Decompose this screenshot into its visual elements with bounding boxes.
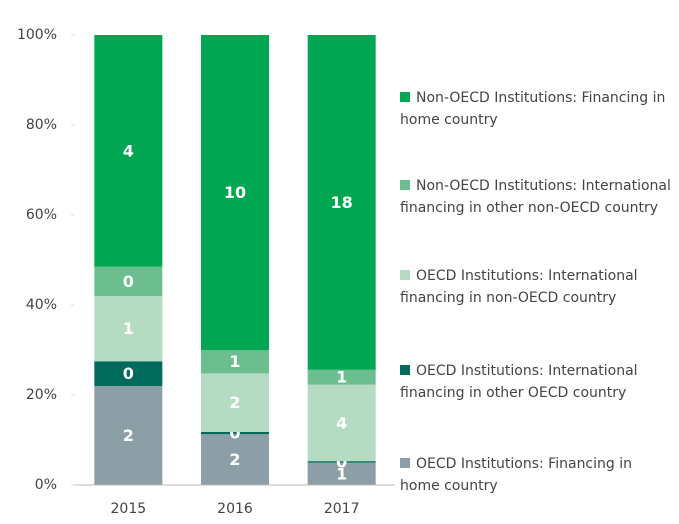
bar-segment xyxy=(201,434,269,485)
legend-label: Non-OECD Institutions: Financing in home… xyxy=(400,90,666,128)
bar-segment xyxy=(94,266,163,296)
bar-segment xyxy=(201,35,269,350)
bar-segment xyxy=(201,431,269,435)
legend-swatch xyxy=(400,92,410,102)
bar-segment xyxy=(94,35,163,267)
data-label: 10 xyxy=(224,183,246,202)
legend-swatch xyxy=(400,270,410,280)
bar-segment xyxy=(307,369,376,385)
data-label: 1 xyxy=(123,319,134,338)
legend-swatch xyxy=(400,365,410,375)
data-label: 2 xyxy=(123,426,134,445)
y-tick-label: 40% xyxy=(26,297,57,313)
bar-segment xyxy=(307,35,376,370)
data-label: 4 xyxy=(123,141,134,160)
legend-label: OECD Institutions: International financi… xyxy=(400,363,638,401)
legend-item: OECD Institutions: International financi… xyxy=(400,265,672,309)
data-label: 1 xyxy=(229,352,240,371)
x-tick-label: 2015 xyxy=(111,501,147,517)
legend-swatch xyxy=(400,458,410,468)
data-label: 0 xyxy=(336,452,347,471)
legend-item: OECD Institutions: Financing in home cou… xyxy=(400,453,672,497)
legend-label: Non-OECD Institutions: International fin… xyxy=(400,178,671,216)
bar-segment xyxy=(307,384,376,462)
y-tick-label: 80% xyxy=(26,117,57,133)
data-label: 0 xyxy=(123,364,134,383)
data-label: 1 xyxy=(336,464,347,483)
bar-segment xyxy=(307,462,376,485)
data-label: 0 xyxy=(123,272,134,291)
legend-swatch xyxy=(400,180,410,190)
x-tick-label: 2017 xyxy=(324,501,360,517)
y-tick-label: 100% xyxy=(17,27,57,43)
data-label: 2 xyxy=(229,450,240,469)
bar-segment xyxy=(201,350,269,374)
data-label: 0 xyxy=(229,424,240,443)
bar-segment xyxy=(94,386,163,485)
legend-item: Non-OECD Institutions: Financing in home… xyxy=(400,87,672,131)
data-label: 18 xyxy=(331,193,353,212)
data-label: 4 xyxy=(336,413,347,432)
legend-item: OECD Institutions: International financi… xyxy=(400,360,672,404)
legend-label: OECD Institutions: International financi… xyxy=(400,268,638,306)
y-tick-label: 0% xyxy=(35,477,57,493)
bar-segment xyxy=(94,361,163,386)
y-tick-label: 20% xyxy=(26,387,57,403)
bar-segment xyxy=(94,296,163,362)
bar-segment xyxy=(201,373,269,432)
bar-segment xyxy=(307,461,376,463)
x-tick-label: 2016 xyxy=(217,501,253,517)
y-tick-label: 60% xyxy=(26,207,57,223)
data-label: 2 xyxy=(229,393,240,412)
data-label: 1 xyxy=(336,368,347,387)
legend-label: OECD Institutions: Financing in home cou… xyxy=(400,456,632,494)
legend-item: Non-OECD Institutions: International fin… xyxy=(400,175,672,219)
